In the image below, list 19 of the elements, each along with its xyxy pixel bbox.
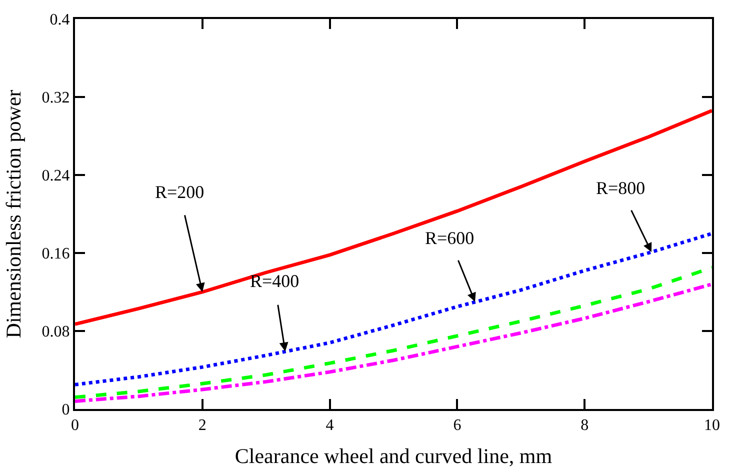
- x-axis-title: Clearance wheel and curved line, mm: [234, 444, 552, 468]
- x-tick-label: 6: [453, 417, 462, 434]
- y-tick-label: 0.4: [50, 12, 70, 29]
- y-axis-title: Dimensionless friction power: [1, 90, 26, 338]
- y-tick-label: 0.08: [42, 324, 70, 341]
- annotation: R=600: [425, 228, 474, 248]
- y-tick-label: 0.32: [42, 90, 70, 107]
- annotation: R=400: [250, 271, 300, 291]
- x-tick-label: 4: [326, 417, 334, 434]
- y-tick-label: 0.24: [42, 168, 70, 185]
- annotation: R=800: [596, 178, 646, 198]
- annotation: R=200: [155, 182, 204, 202]
- y-tick-label: 0.16: [42, 246, 70, 263]
- y-tick-label: 0: [62, 402, 70, 419]
- line-series: [75, 108, 712, 326]
- x-tick-label: 8: [580, 417, 589, 434]
- x-tick-label: 2: [198, 417, 206, 434]
- x-tick-label: 10: [704, 417, 720, 434]
- line-series: [75, 232, 712, 386]
